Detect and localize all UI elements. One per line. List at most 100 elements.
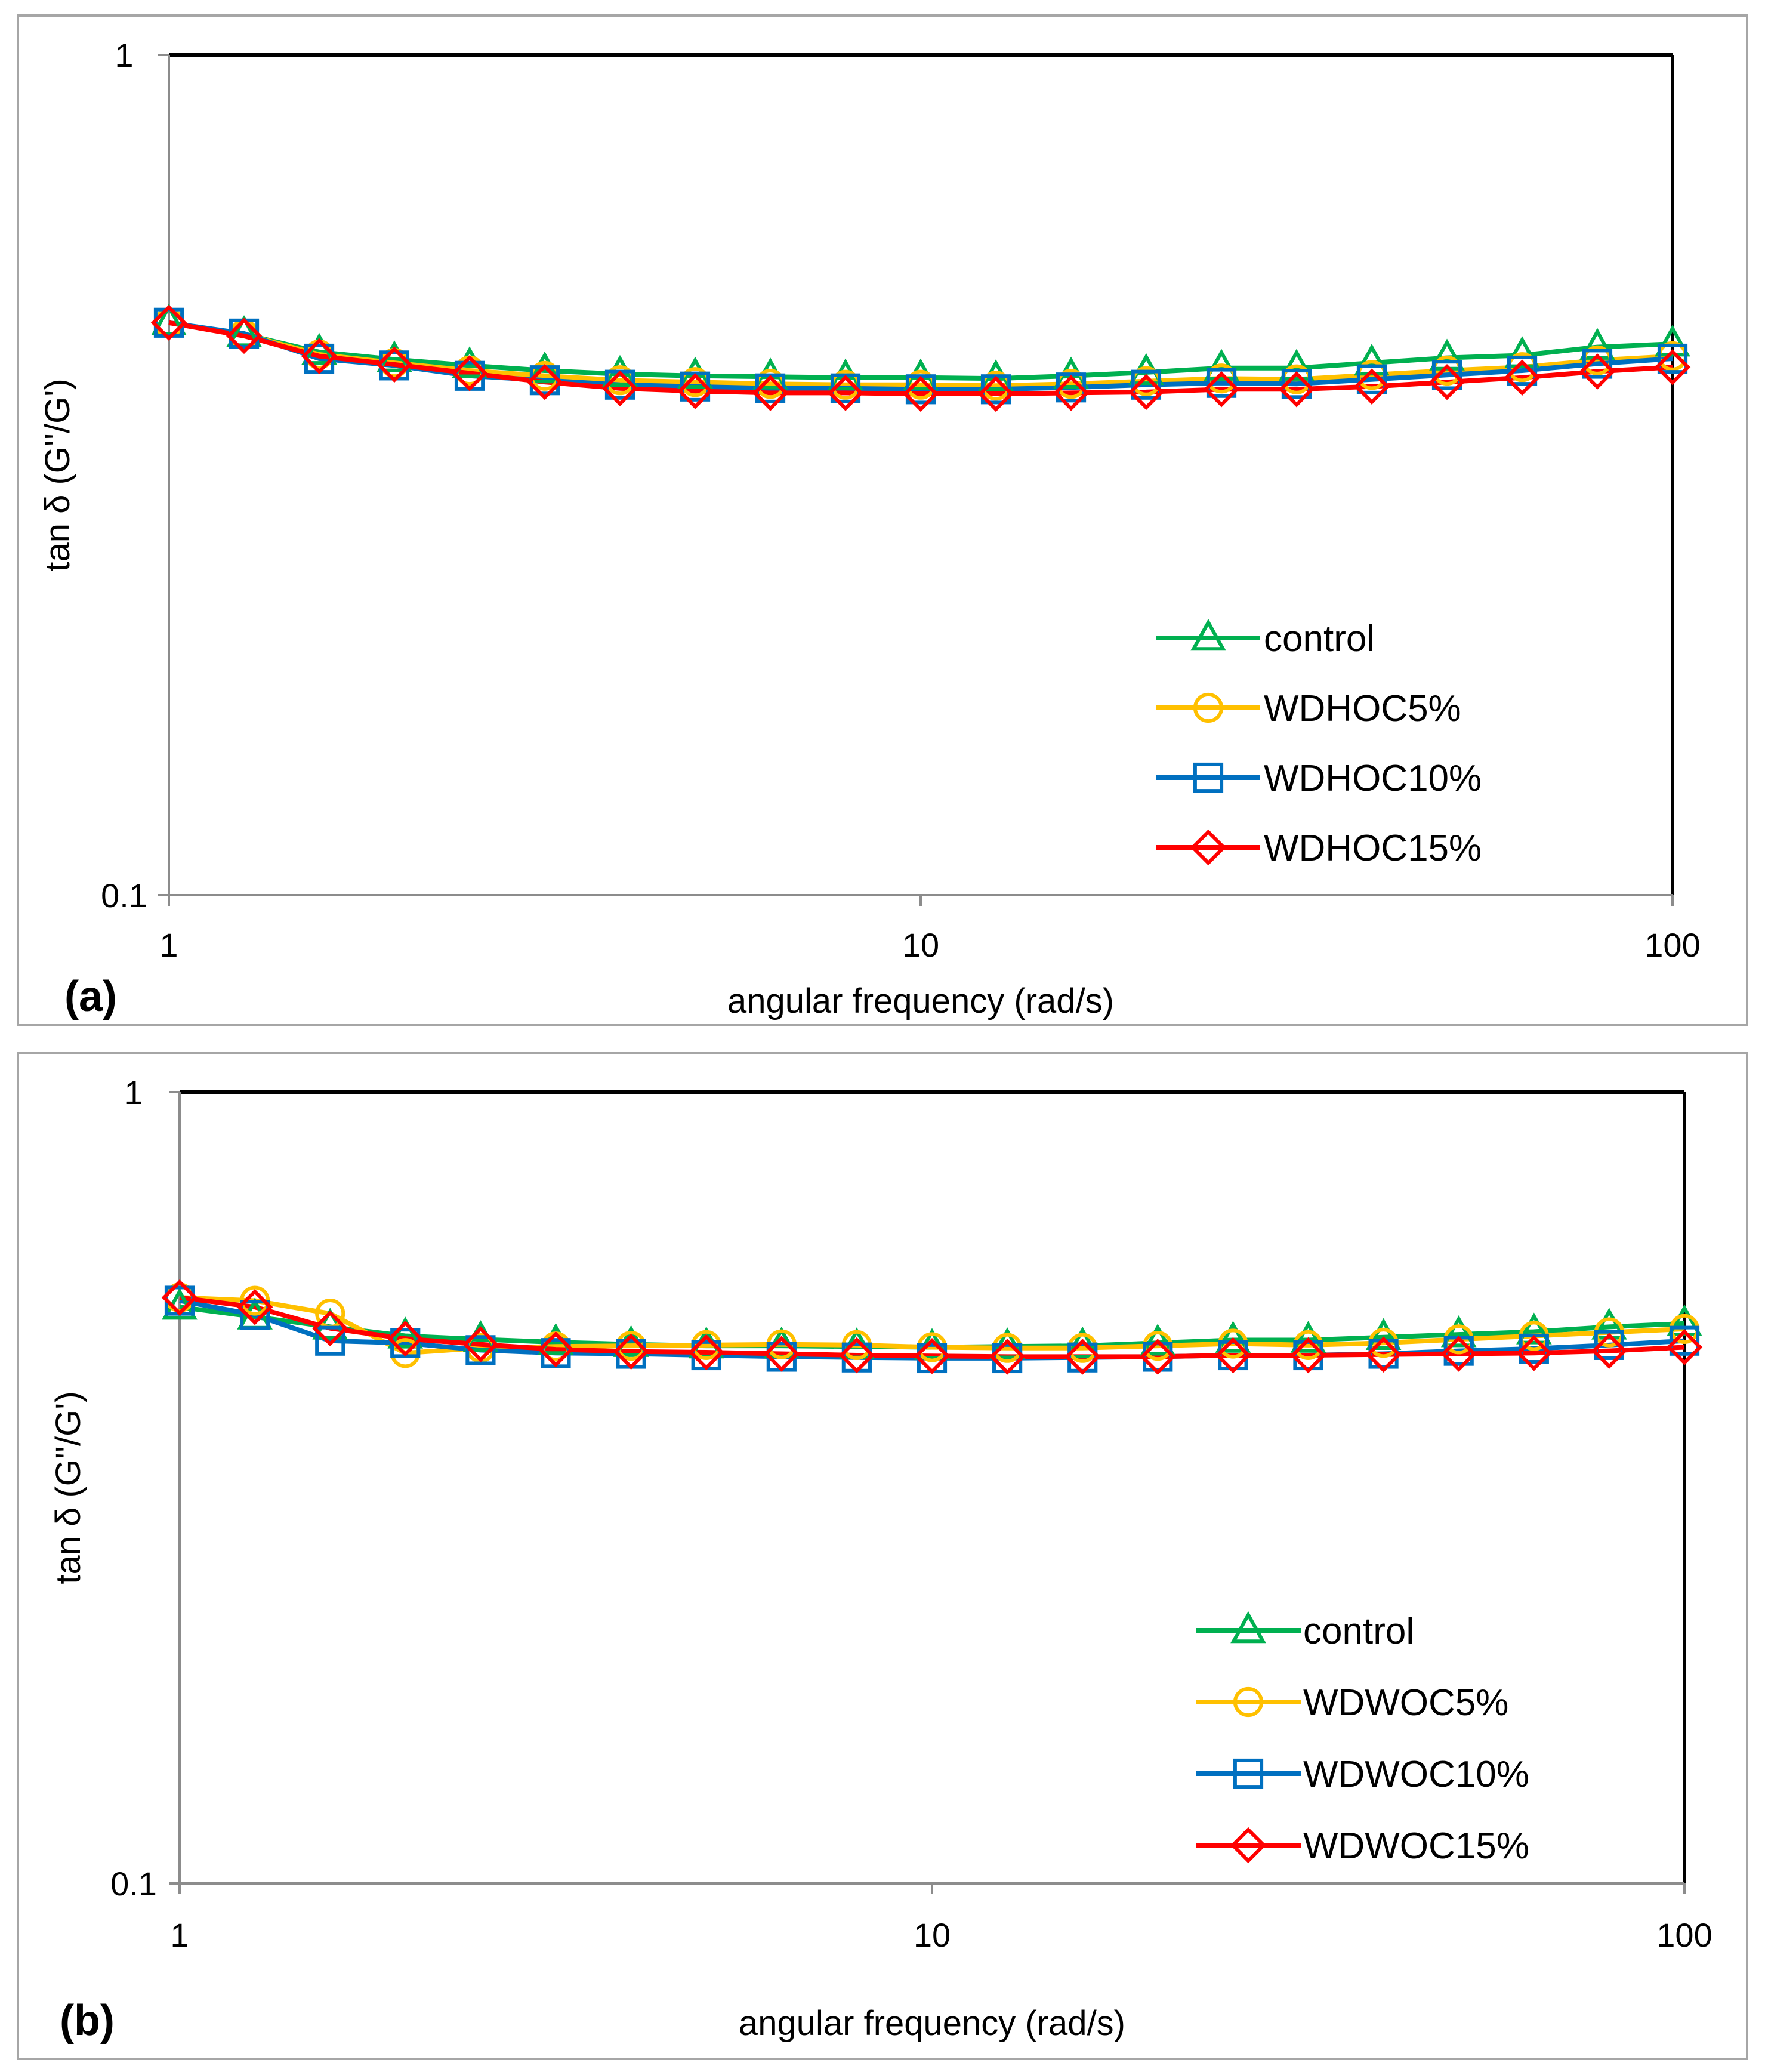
chart-b-legend-marker-0 (1230, 1611, 1266, 1644)
chart-a-series-0-point (151, 303, 187, 336)
chart-b-legend-marker-3 (1230, 1827, 1267, 1864)
chart-b-series-3-point (1666, 1329, 1703, 1365)
chart-a-series-2-point (1431, 360, 1462, 390)
chart-b-series-3-point (1139, 1339, 1176, 1375)
chart-b-series-3-point (688, 1334, 724, 1371)
chart-b-y-tick-label: 0.1 (110, 1865, 157, 1903)
chart-a-legend-label-2: WDHOC10% (1264, 758, 1482, 799)
chart-b-series-3-point (462, 1326, 499, 1362)
chart-a-series-3-point (977, 375, 1014, 412)
chart-b-x-tick-label: 100 (1656, 1916, 1712, 1954)
chart-a-series-2-point (1582, 349, 1613, 379)
chart-a-series-3-point (902, 375, 939, 412)
chart-b-series-3-point (161, 1279, 198, 1316)
chart-b-series-3-point (838, 1337, 875, 1374)
chart-a-series-3-point (677, 373, 714, 409)
chart-b-series-line-1 (179, 1295, 1685, 1356)
chart-b-legend-label-2: WDWOC10% (1303, 1754, 1529, 1795)
chart-a-series-0-point (1354, 343, 1390, 376)
chart-a-x-tick-label: 100 (1644, 926, 1700, 964)
chart-b-series-3-point (1290, 1337, 1326, 1374)
chart-a-legend-marker-1 (1193, 692, 1224, 723)
chart-b-series-0-point (1667, 1304, 1702, 1336)
chart-b-series-2-point (240, 1300, 270, 1330)
chart-b-series-3-point (311, 1310, 348, 1346)
chart-b-series-0-point (1290, 1321, 1326, 1353)
chart-b-series-3-point (236, 1288, 273, 1325)
chart-b-series-3-point (1440, 1336, 1477, 1372)
chart-b-series-2-point (315, 1325, 345, 1356)
chart-b-legend-label-1: WDWOC5% (1303, 1682, 1508, 1723)
chart-a-y-axis-title: tan δ (G''/G') (38, 378, 77, 571)
chart-a-legend-marker-2 (1193, 762, 1224, 793)
chart-b-series-0-point (387, 1316, 424, 1349)
chart-b-series-3-point (1215, 1337, 1251, 1374)
chart-a-series-3-point (827, 375, 864, 411)
chart-b-x-axis-title: angular frequency (rad/s) (739, 2004, 1125, 2043)
chart-a-series-3-point (301, 338, 338, 375)
chart-a-series-2-point (1131, 369, 1162, 400)
chart-a-series-3-point (1353, 368, 1390, 405)
chart-a-series-3-point (752, 375, 789, 411)
chart-b-series-2-point (465, 1335, 496, 1365)
chart-b-plot: 0.1 1 1 10 100 control WDWOC5% WDWOC10% WDWOC15% (110, 1074, 1712, 1954)
chart-a-x-axis-title: angular frequency (rad/s) (727, 982, 1114, 1020)
chart-b-series-2-point (1594, 1330, 1624, 1360)
chart-b-series-0-point (1516, 1312, 1552, 1345)
chart-b-series-3-point (387, 1320, 424, 1357)
chart-a-series-3-point (1654, 349, 1691, 386)
chart-a-series-3-point (1203, 371, 1240, 408)
chart-b-series-3-point (989, 1339, 1026, 1375)
chart-b-series-3-point (914, 1337, 951, 1374)
chart-b-series-3-point (1365, 1336, 1402, 1373)
chart-a-series-3-point (1428, 363, 1465, 400)
chart-a-series-3-point (1053, 375, 1090, 411)
chart-a-series-2-point (1657, 343, 1688, 374)
chart-b-legend-label-3: WDWOC15% (1303, 1826, 1529, 1867)
chart-a-series-2-point (1281, 369, 1312, 399)
chart-b-x-tick-label: 1 (170, 1916, 189, 1954)
chart-b-series-3-point (613, 1333, 649, 1370)
chart-a-plot: 0.1 1 1 10 100 control WDHOC5% WDHOC10% WDHOC15% (101, 36, 1701, 964)
chart-a-series-line-3 (168, 320, 1673, 396)
chart-a-y-tick-label: 1 (115, 36, 133, 74)
chart-a-legend-label-0: control (1264, 618, 1375, 659)
chart-b-series-3-point (1516, 1335, 1553, 1371)
chart-b-legend-marker-2 (1233, 1758, 1264, 1789)
chart-a-legend-marker-3 (1190, 829, 1227, 866)
chart-a-series-2-point (1206, 368, 1237, 398)
chart-a-series-0-point (1655, 325, 1690, 357)
chart-a-series-3-point (1278, 371, 1315, 408)
chart-a-series-2-point (1507, 355, 1538, 386)
chart-b-x-tick-label: 10 (914, 1916, 951, 1954)
chart-a-series-3-point (1579, 353, 1616, 390)
chart-b-panel-label: (b) (60, 1997, 115, 2045)
chart-b-svg: 0.1 1 1 10 100 control WDWOC5% WDWOC10% WDWOC15%… (49, 1074, 1712, 2045)
chart-a-y-tick-label: 0.1 (101, 877, 147, 914)
chart-a-series-3-point (526, 363, 563, 400)
chart-b-series-2-point (1669, 1325, 1700, 1356)
chart-a-x-tick-label: 10 (902, 926, 939, 964)
chart-a-series-3-point (1128, 374, 1165, 411)
chart-b-series-0-point (1365, 1318, 1402, 1350)
chart-a-series-3-point (1504, 359, 1541, 396)
chart-a-series-3-point (451, 355, 488, 391)
chart-a-series-2-point (1356, 364, 1387, 394)
chart-a-series-3-point (226, 317, 263, 354)
chart-panel-a: 0.1 1 1 10 100 control WDHOC5% WDHOC10% WDHOC15%… (17, 14, 1748, 1026)
chart-a-series-0-point (1279, 349, 1315, 381)
chart-a-series-3-point (601, 370, 638, 407)
chart-b-series-3-point (538, 1331, 574, 1368)
chart-b-legend-label-0: control (1303, 1611, 1414, 1652)
chart-a-legend-label-3: WDHOC15% (1264, 828, 1482, 869)
chart-a-svg: 0.1 1 1 10 100 control WDHOC5% WDHOC10% WDHOC15%… (38, 36, 1701, 1020)
chart-a-series-0-point (1504, 336, 1540, 368)
chart-b-y-tick-label: 1 (124, 1074, 143, 1111)
chart-b-legend-marker-1 (1233, 1686, 1264, 1718)
chart-a-series-3-point (150, 304, 187, 341)
chart-panel-b: 0.1 1 1 10 100 control WDWOC5% WDWOC10% WDWOC15%… (17, 1052, 1748, 2060)
chart-a-x-tick-label: 1 (159, 926, 178, 964)
chart-b-series-0-point (1440, 1315, 1477, 1348)
chart-a-panel-label: (a) (64, 973, 117, 1020)
chart-a-series-3-point (376, 346, 413, 383)
